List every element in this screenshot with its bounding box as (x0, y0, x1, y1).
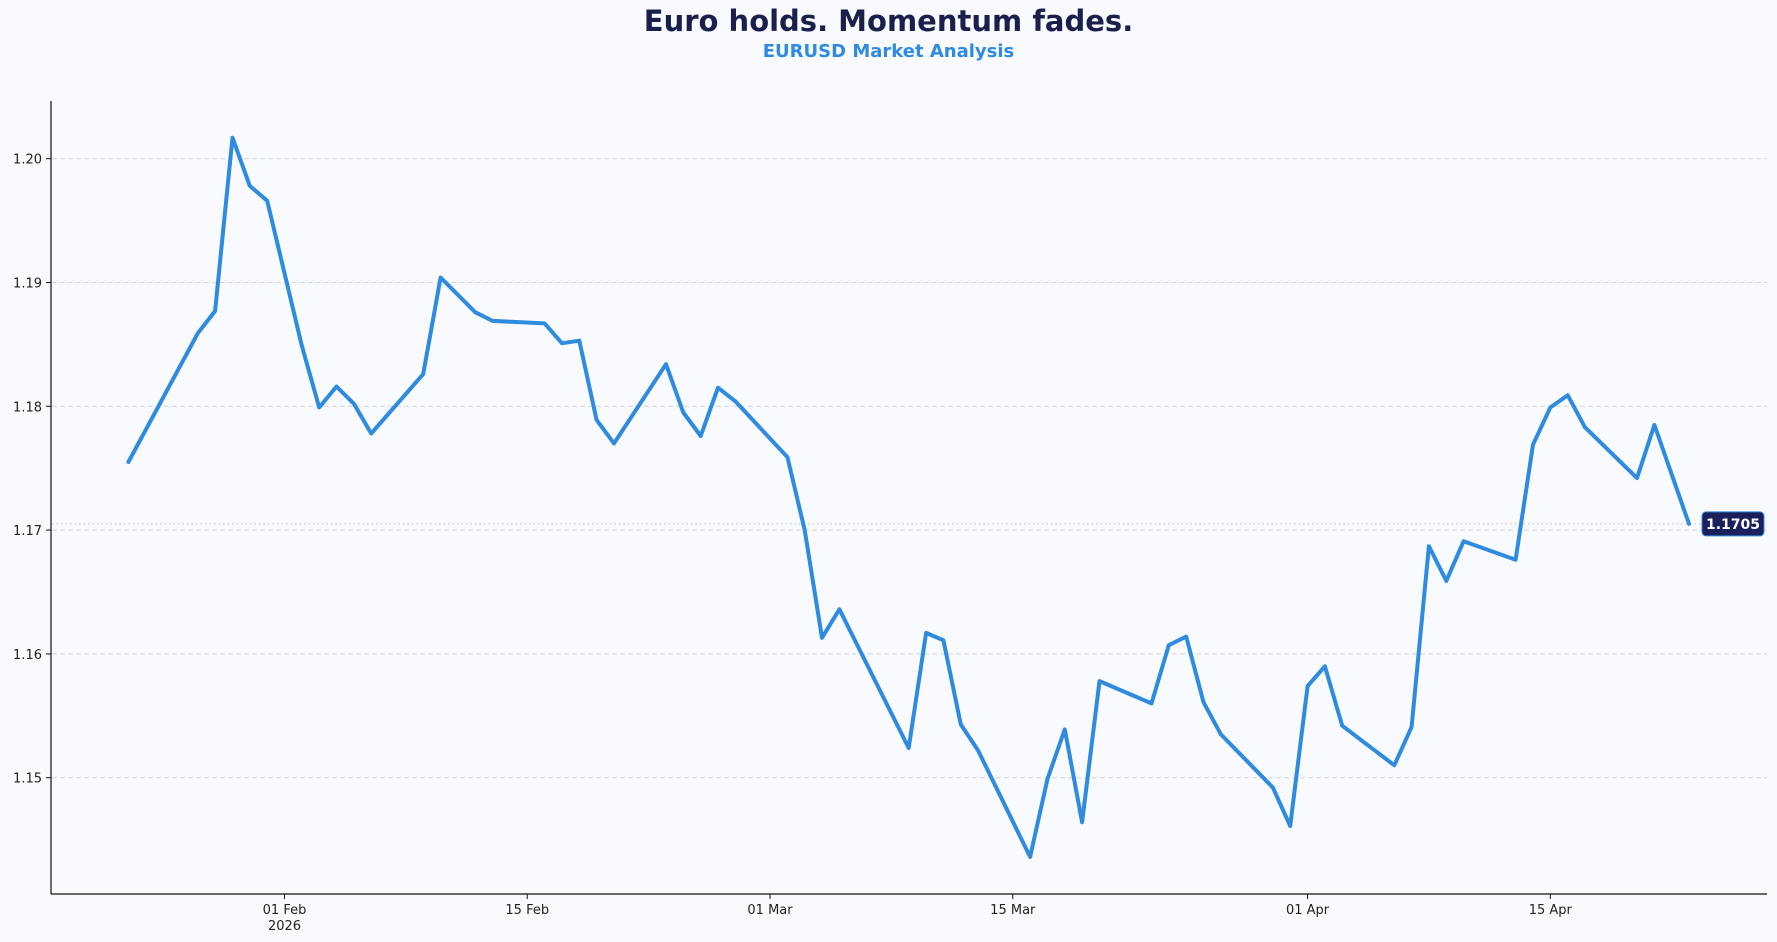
last-price-value: 1.1705 (1706, 517, 1760, 533)
y-tick-label: 1.15 (13, 772, 42, 787)
y-axis-ticks: 1.15 1.16 1.17 1.18 1.19 1.20 (13, 153, 51, 787)
last-price-badge: 1.1705 (1701, 511, 1765, 537)
y-tick-label: 1.18 (13, 400, 42, 415)
x-tick-label: 01 Apr (1286, 903, 1330, 918)
axes (50, 101, 1767, 895)
x-tick-label: 15 Apr (1529, 903, 1573, 918)
eurusd-price-line (126, 135, 1691, 859)
gridlines (52, 158, 1767, 779)
chart-subtitle: EURUSD Market Analysis (762, 41, 1015, 62)
chart-title: Euro holds. Momentum fades. (643, 4, 1134, 38)
x-tick-label: 15 Mar (990, 903, 1036, 918)
y-tick-label: 1.16 (13, 648, 42, 663)
x-tick-label: 01 Mar (747, 903, 793, 918)
y-tick-label: 1.19 (13, 277, 42, 292)
x-tick-label: 15 Feb (505, 903, 549, 918)
y-tick-label: 1.20 (13, 153, 42, 168)
y-tick-label: 1.17 (13, 524, 42, 539)
x-tick-year-label: 2026 (268, 919, 301, 934)
x-tick-label: 01 Feb (263, 903, 307, 918)
